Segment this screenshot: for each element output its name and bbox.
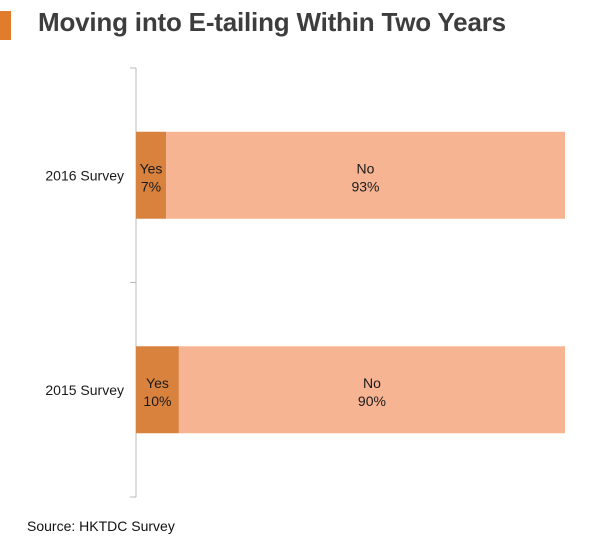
data-label-value: 93%	[351, 178, 379, 194]
data-label-value: 90%	[358, 393, 386, 409]
bar-segment-yes	[136, 131, 167, 219]
data-label-name: No	[357, 160, 375, 176]
data-label-name: Yes	[140, 160, 163, 176]
data-label-name: No	[363, 375, 381, 391]
data-label-name: Yes	[146, 375, 169, 391]
source-note: Source: HKTDC Survey	[27, 518, 175, 534]
bar-segment-yes	[136, 346, 179, 434]
bar-segment-no	[166, 131, 565, 219]
data-label-value: 7%	[141, 178, 161, 194]
bar-segment-no	[178, 346, 565, 434]
category-label: 2016 Survey	[45, 167, 124, 183]
data-label-value: 10%	[143, 393, 171, 409]
title-accent-bar	[0, 11, 11, 40]
chart-title: Moving into E-tailing Within Two Years	[38, 7, 506, 37]
category-label: 2015 Survey	[45, 382, 124, 398]
